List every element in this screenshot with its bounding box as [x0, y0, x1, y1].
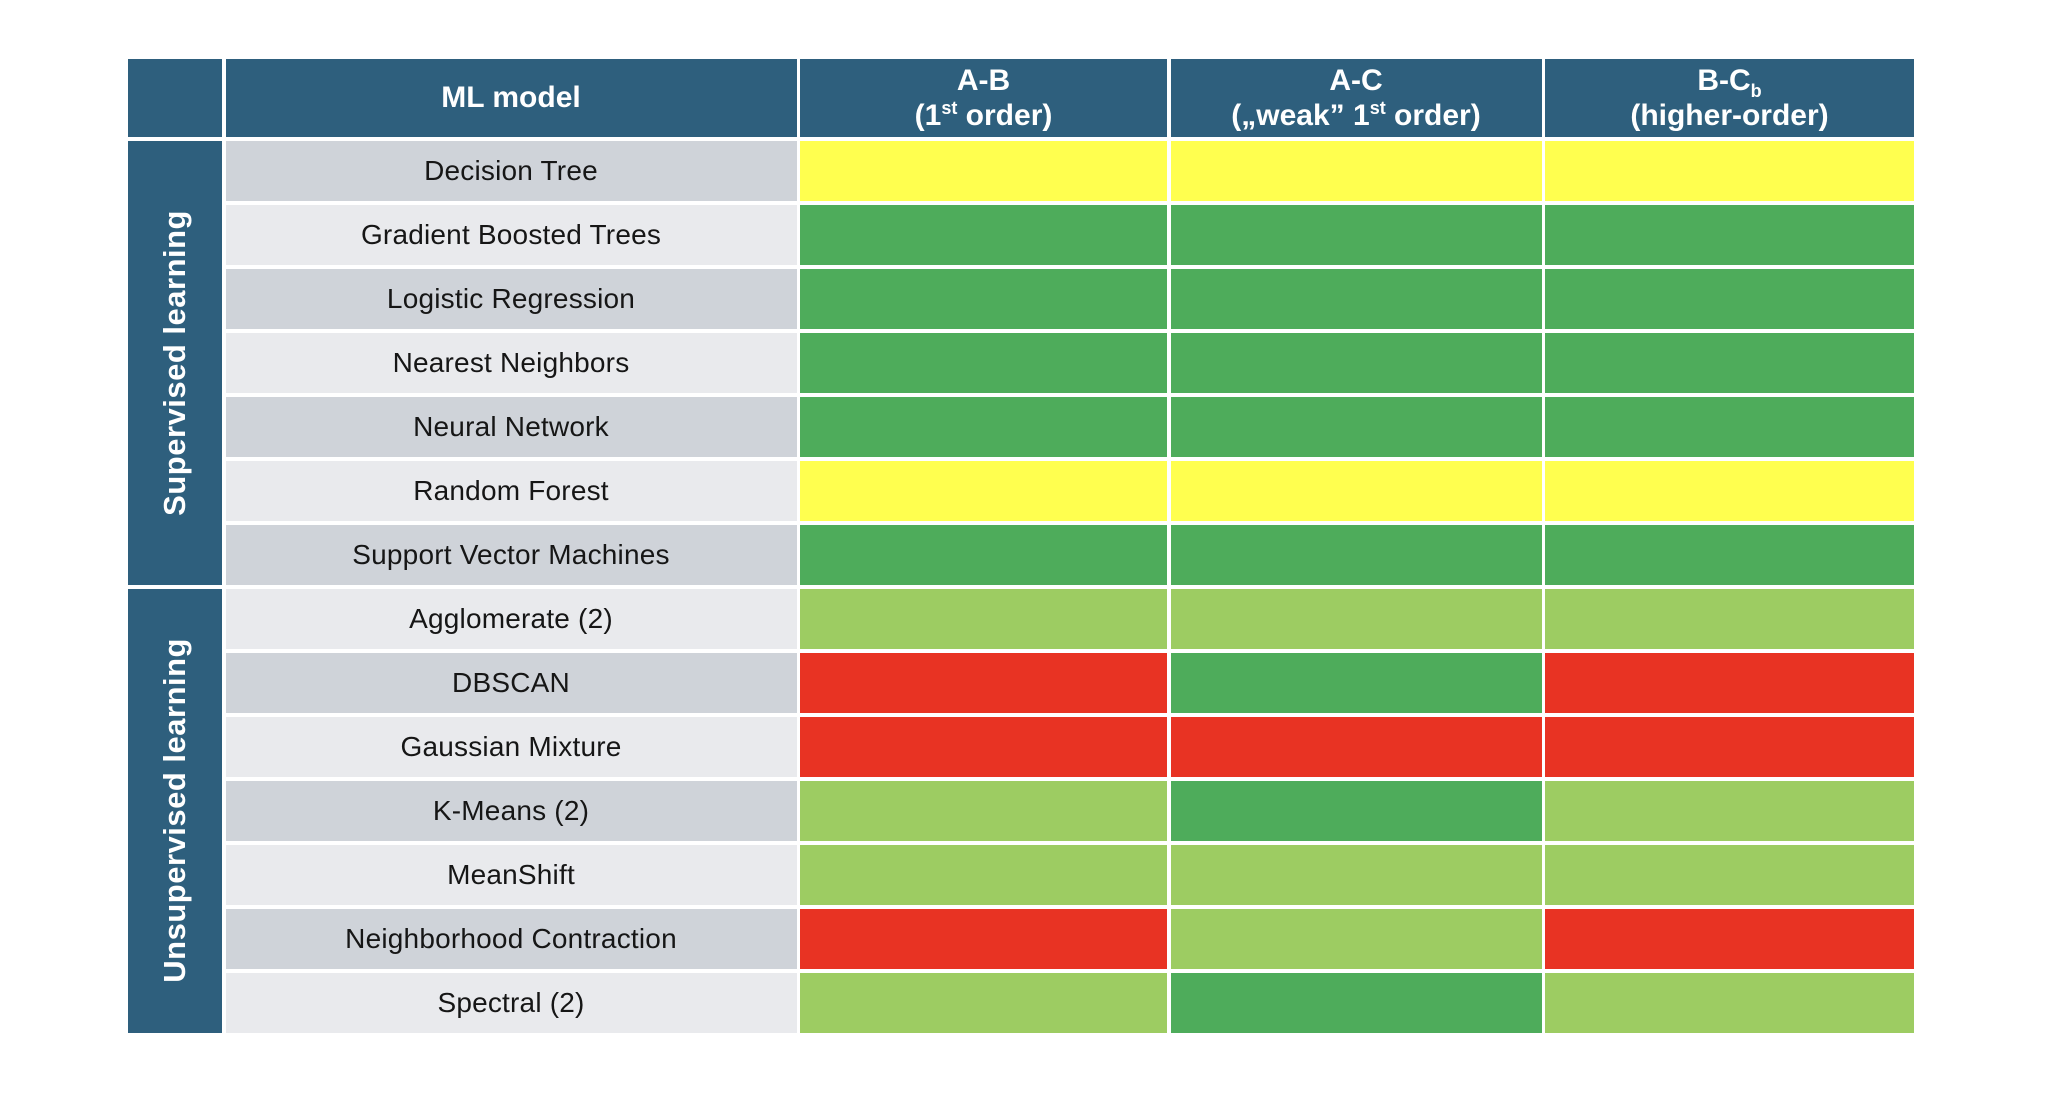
row-label-gaussian-mixture: Gaussian Mixture	[225, 716, 797, 777]
result-cell-decision-tree-ab	[800, 140, 1167, 201]
result-cell-nearest-neighbors-ac	[1170, 332, 1542, 393]
result-cell-nearest-neighbors-bc	[1545, 332, 1914, 393]
row-label-gradient-boosted-trees: Gradient Boosted Trees	[225, 204, 797, 265]
result-cell-support-vector-machines-ab	[800, 524, 1167, 585]
result-cell-support-vector-machines-bc	[1545, 524, 1914, 585]
column-header-bc-line1: B-Cb	[1697, 63, 1762, 101]
row-label-random-forest: Random Forest	[225, 460, 797, 521]
row-label-spectral-2: Spectral (2)	[225, 972, 797, 1033]
result-cell-neighborhood-contraction-bc	[1545, 908, 1914, 969]
row-label-nearest-neighbors: Nearest Neighbors	[225, 332, 797, 393]
row-label-k-means-2: K-Means (2)	[225, 780, 797, 841]
result-cell-nearest-neighbors-ab	[800, 332, 1167, 393]
result-cell-meanshift-bc	[1545, 844, 1914, 905]
group-label-supervised: Supervised learning	[157, 209, 192, 516]
column-header-ac-line2: („weak” 1st order)	[1231, 98, 1481, 132]
row-label-decision-tree: Decision Tree	[225, 140, 797, 201]
result-cell-agglomerate-2-bc	[1545, 588, 1914, 649]
result-cell-random-forest-ab	[800, 460, 1167, 521]
group-band-unsupervised: Unsupervised learning	[128, 588, 222, 1033]
row-label-logistic-regression: Logistic Regression	[225, 268, 797, 329]
result-cell-meanshift-ab	[800, 844, 1167, 905]
row-label-neighborhood-contraction: Neighborhood Contraction	[225, 908, 797, 969]
ml-model-comparison-table: ML model A-B (1st order) A-C („weak” 1st…	[128, 59, 1914, 1033]
result-cell-gradient-boosted-trees-ac	[1170, 204, 1542, 265]
result-cell-dbscan-ab	[800, 652, 1167, 713]
column-header-ab-line1: A-B	[956, 63, 1011, 97]
result-cell-agglomerate-2-ab	[800, 588, 1167, 649]
result-cell-spectral-2-ac	[1170, 972, 1542, 1033]
column-header-ab: A-B (1st order)	[800, 59, 1167, 137]
result-cell-gaussian-mixture-ac	[1170, 716, 1542, 777]
result-cell-meanshift-ac	[1170, 844, 1542, 905]
result-cell-neural-network-ac	[1170, 396, 1542, 457]
row-label-neural-network: Neural Network	[225, 396, 797, 457]
result-cell-random-forest-ac	[1170, 460, 1542, 521]
result-cell-decision-tree-ac	[1170, 140, 1542, 201]
result-cell-k-means-2-bc	[1545, 780, 1914, 841]
row-label-meanshift: MeanShift	[225, 844, 797, 905]
result-cell-spectral-2-bc	[1545, 972, 1914, 1033]
result-cell-logistic-regression-bc	[1545, 268, 1914, 329]
ml-model-column-header: ML model	[225, 59, 797, 137]
result-cell-neural-network-bc	[1545, 396, 1914, 457]
column-header-ac: A-C („weak” 1st order)	[1170, 59, 1542, 137]
result-cell-gradient-boosted-trees-ab	[800, 204, 1167, 265]
result-cell-spectral-2-ab	[800, 972, 1167, 1033]
result-cell-decision-tree-bc	[1545, 140, 1914, 201]
result-cell-agglomerate-2-ac	[1170, 588, 1542, 649]
corner-cell	[128, 59, 222, 137]
result-cell-k-means-2-ac	[1170, 780, 1542, 841]
result-cell-support-vector-machines-ac	[1170, 524, 1542, 585]
group-label-unsupervised: Unsupervised learning	[157, 638, 192, 984]
result-cell-gradient-boosted-trees-bc	[1545, 204, 1914, 265]
result-cell-logistic-regression-ab	[800, 268, 1167, 329]
column-header-bc-line2: (higher-order)	[1630, 99, 1829, 132]
result-cell-neighborhood-contraction-ac	[1170, 908, 1542, 969]
column-header-bc: B-Cb (higher-order)	[1545, 59, 1914, 137]
result-cell-neighborhood-contraction-ab	[800, 908, 1167, 969]
result-cell-dbscan-ac	[1170, 652, 1542, 713]
result-cell-neural-network-ab	[800, 396, 1167, 457]
result-cell-logistic-regression-ac	[1170, 268, 1542, 329]
row-label-agglomerate-2: Agglomerate (2)	[225, 588, 797, 649]
result-cell-gaussian-mixture-bc	[1545, 716, 1914, 777]
row-label-support-vector-machines: Support Vector Machines	[225, 524, 797, 585]
result-cell-k-means-2-ab	[800, 780, 1167, 841]
result-cell-random-forest-bc	[1545, 460, 1914, 521]
column-header-ab-line2: (1st order)	[914, 98, 1053, 132]
result-cell-gaussian-mixture-ab	[800, 716, 1167, 777]
row-label-dbscan: DBSCAN	[225, 652, 797, 713]
column-header-ac-line1: A-C	[1329, 63, 1383, 97]
group-band-supervised: Supervised learning	[128, 140, 222, 585]
result-cell-dbscan-bc	[1545, 652, 1914, 713]
